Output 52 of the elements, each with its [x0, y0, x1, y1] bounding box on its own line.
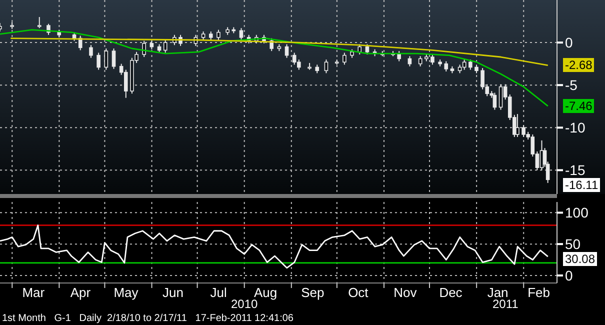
candlestick: [216, 29, 220, 40]
candlestick: [142, 40, 146, 58]
y-tick-label: -15: [565, 162, 586, 178]
y-tick-label: 0: [565, 267, 573, 284]
x-tick-label: Dec: [439, 285, 463, 300]
candlestick: [112, 48, 116, 70]
y-tick-label: -5: [565, 77, 578, 94]
candlestick: [284, 44, 289, 58]
candlestick: [365, 44, 370, 55]
candlestick: [516, 114, 520, 138]
annotation: 30.08: [563, 252, 598, 266]
x-tick-label: Oct: [348, 285, 369, 300]
x-tick-label: Mar: [22, 285, 46, 300]
candlestick: [462, 59, 466, 70]
candlestick: [163, 39, 168, 54]
candlestick: [498, 84, 503, 110]
x-tick-label: Apr: [70, 285, 92, 300]
candlestick: [358, 44, 362, 55]
candlestick: [124, 69, 128, 98]
candlestick: [492, 92, 497, 110]
x-tick-label: May: [114, 285, 139, 300]
candlestick: [468, 59, 472, 70]
candlestick: [444, 60, 448, 72]
candlestick: [37, 16, 42, 29]
line-series: [0, 224, 549, 269]
candlestick: [342, 52, 346, 66]
candlestick: [430, 54, 434, 66]
candlestick: [324, 59, 328, 74]
candlestick: [239, 28, 244, 40]
x2-tick-label: 2011: [492, 297, 520, 311]
x-tick-label: Jan: [487, 285, 508, 300]
y-tick-label: -10: [565, 120, 586, 136]
line-series: [0, 29, 549, 107]
x-tick-label: Feb: [528, 285, 550, 300]
candlestick: [104, 48, 108, 70]
y-tick-label: 0: [565, 34, 573, 51]
x-tick-label: Jun: [162, 285, 184, 300]
x-tick-label: Jul: [210, 285, 227, 300]
text: 1st Month G-1 Daily 2/18/10 to 2/17/11 17-Feb-2011 12:41:06: [2, 313, 294, 324]
x-tick-label: Nov: [394, 285, 418, 300]
x-tick-label: Aug: [254, 285, 278, 300]
candlestick: [96, 52, 100, 70]
y-tick-label: 100: [565, 204, 589, 221]
annotation: -2.68: [563, 58, 594, 72]
candlestick: [89, 44, 93, 58]
annotation: -16.11: [563, 178, 600, 192]
candlestick: [78, 35, 82, 51]
annotation: -7.46: [563, 99, 594, 114]
y-tick-label: 50: [565, 236, 581, 252]
x-tick-label: Sep: [301, 285, 324, 300]
x2-tick-label: 2010: [230, 297, 258, 311]
line-series: [10, 38, 549, 66]
